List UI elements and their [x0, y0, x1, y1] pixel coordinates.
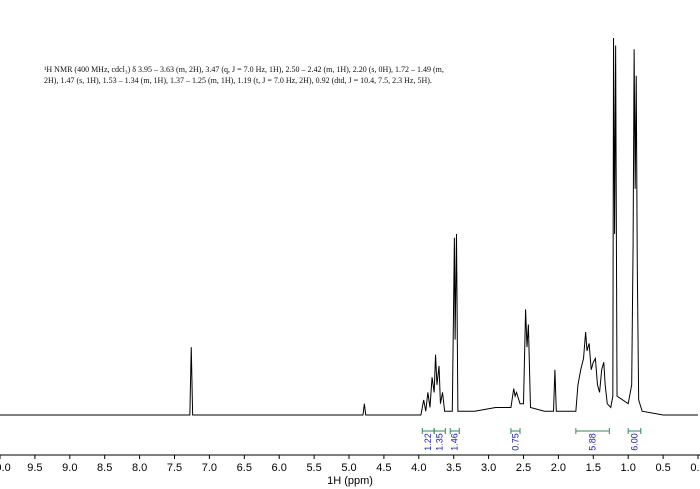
integral-bracket: [510, 428, 521, 434]
x-tick-label: 1.0: [621, 462, 636, 474]
x-tick-label: 4.5: [376, 462, 391, 474]
integral-bracket: [433, 428, 446, 434]
x-tick-label: 5.0: [341, 462, 356, 474]
integral-label: 0.75: [510, 433, 520, 451]
x-tick-label: 0.5: [655, 462, 670, 474]
integral-label: 1.22: [423, 433, 433, 451]
x-tick-label: 10.0: [0, 462, 11, 474]
spectrum: [0, 37, 698, 416]
x-tick-label: 8.5: [97, 462, 112, 474]
integral-label: 1.35: [435, 433, 445, 451]
integral-label: 1.46: [450, 433, 460, 451]
integral-label: 5.88: [588, 433, 598, 451]
x-tick-label: 1.5: [586, 462, 601, 474]
x-axis-label: 1H (ppm): [327, 475, 373, 487]
x-tick-label: 9.5: [27, 462, 42, 474]
x-tick-label: 7.5: [167, 462, 182, 474]
integral-bracket: [575, 428, 610, 434]
integral-bracket: [421, 428, 435, 434]
x-tick-label: 9.0: [62, 462, 77, 474]
integral-bracket: [449, 428, 460, 434]
x-tick-label: 5.5: [306, 462, 321, 474]
annotation: ¹H NMR (400 MHz, cdcl₃) δ 3.95 – 3.63 (m…: [44, 65, 444, 85]
x-tick-label: 3.0: [481, 462, 496, 474]
x-tick-label: 2.0: [551, 462, 566, 474]
integral-bracket: [627, 428, 642, 434]
x-tick-label: 3.5: [446, 462, 461, 474]
x-tick-label: 4.0: [411, 462, 426, 474]
integral-label: 6.00: [629, 433, 639, 451]
x-tick-label: 0.0: [690, 462, 700, 474]
x-tick-label: 8.0: [132, 462, 147, 474]
x-tick-label: 2.5: [516, 462, 531, 474]
x-tick-label: 6.5: [237, 462, 252, 474]
x-tick-label: 7.0: [202, 462, 217, 474]
x-tick-label: 6.0: [272, 462, 287, 474]
